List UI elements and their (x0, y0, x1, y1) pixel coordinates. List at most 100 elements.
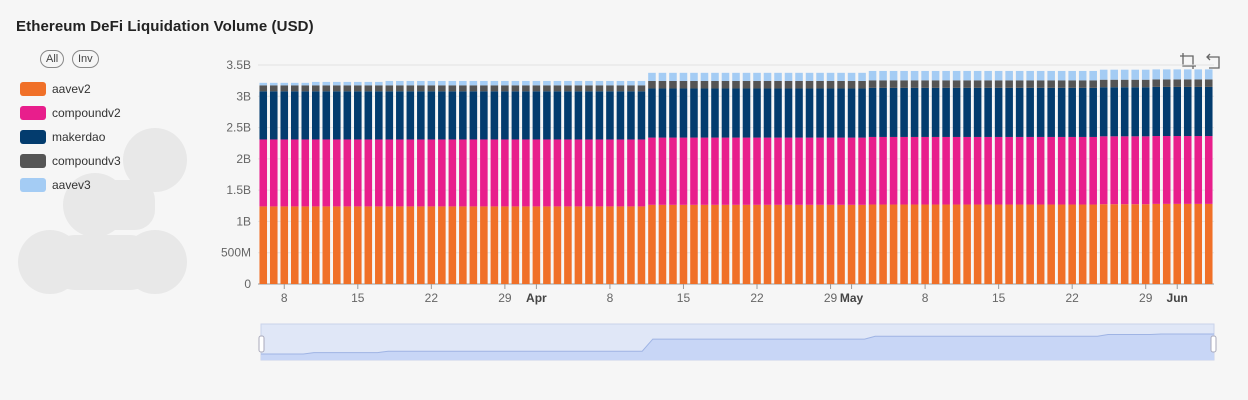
bar-segment-compoundv2 (417, 139, 425, 207)
bar-segment-compoundv3 (868, 80, 877, 88)
legend-item-compoundv2[interactable]: compoundv2 (20, 101, 121, 125)
bar-segment-compoundv3 (606, 85, 614, 92)
bar-segment-aavev3 (879, 70, 887, 81)
bar-segment-aavev2 (658, 204, 667, 284)
bar-segment-aavev2 (585, 206, 593, 284)
bar-segment-compoundv2 (501, 139, 509, 207)
bar-segment-aavev2 (1120, 204, 1129, 284)
zoom-handle-left[interactable] (258, 335, 265, 353)
bar-segment-aavev3 (627, 80, 635, 86)
bar-segment-aavev2 (1026, 204, 1034, 284)
bar-segment-aavev3 (1005, 70, 1013, 81)
bar-segment-makerdao (669, 88, 677, 138)
bar-segment-aavev3 (847, 72, 856, 81)
bar-segment-aavev2 (311, 206, 320, 284)
bar-segment-makerdao (952, 87, 961, 137)
legend-item-aavev3[interactable]: aavev3 (20, 173, 121, 197)
bar-segment-compoundv3 (1204, 79, 1213, 87)
bar-segment-compoundv3 (333, 85, 341, 92)
bar-segment-aavev2 (700, 204, 709, 284)
bar-segment-compoundv3 (543, 85, 551, 92)
bar-segment-compoundv3 (364, 85, 373, 92)
legend-label: aavev3 (52, 178, 91, 192)
bar-segment-compoundv3 (1078, 80, 1087, 88)
bar-segment-makerdao (679, 88, 688, 138)
legend-item-compoundv3[interactable]: compoundv3 (20, 149, 121, 173)
bar-segment-aavev3 (658, 72, 667, 81)
bar-segment-compoundv2 (343, 139, 352, 207)
bar-segment-aavev2 (648, 204, 656, 284)
legend-swatch (20, 178, 46, 192)
bar-segment-compoundv2 (280, 139, 289, 207)
bar-segment-compoundv2 (952, 136, 961, 205)
legend-label: makerdao (52, 130, 106, 144)
bar-segment-makerdao (1099, 87, 1108, 137)
bar-segment-aavev2 (1005, 204, 1013, 284)
bar-segment-aavev3 (564, 80, 572, 86)
bar-segment-aavev2 (595, 206, 604, 284)
bar-segment-compoundv2 (543, 139, 551, 207)
legend-item-makerdao[interactable]: makerdao (20, 125, 121, 149)
bar-segment-aavev2 (994, 204, 1003, 284)
legend-label: compoundv3 (52, 154, 121, 168)
bar-segment-aavev2 (1047, 204, 1055, 284)
bar-segment-compoundv3 (1047, 80, 1055, 88)
bar-segment-makerdao (837, 88, 845, 138)
bar-segment-makerdao (637, 91, 646, 140)
bar-segment-compoundv2 (690, 137, 698, 205)
bar-segment-aavev2 (784, 204, 793, 284)
bar-segment-aavev2 (805, 204, 814, 284)
bar-segment-makerdao (805, 88, 814, 138)
legend-item-aavev2[interactable]: aavev2 (20, 77, 121, 101)
bar-segment-aavev3 (1183, 69, 1192, 80)
bar-segment-compoundv3 (742, 80, 751, 89)
bar-segment-makerdao (732, 88, 740, 138)
bar-segment-compoundv3 (1036, 80, 1045, 88)
bar-segment-makerdao (290, 91, 299, 140)
bar-segment-compoundv3 (1089, 80, 1097, 88)
bar-segment-aavev3 (1152, 69, 1161, 80)
bar-segment-compoundv2 (459, 139, 467, 207)
invert-selection-button[interactable]: Inv (72, 50, 99, 68)
bar-segment-compoundv3 (774, 80, 782, 89)
bar-segment-aavev2 (1015, 204, 1024, 284)
bar-segment-compoundv2 (1015, 136, 1024, 205)
bar-segment-compoundv2 (732, 137, 740, 205)
bar-segment-compoundv2 (868, 136, 877, 205)
bar-segment-makerdao (1131, 87, 1139, 137)
bar-segment-aavev3 (459, 80, 467, 86)
zoom-restore-icon[interactable] (1205, 52, 1223, 70)
bar-segment-aavev3 (816, 72, 824, 81)
bar-segment-makerdao (690, 88, 698, 138)
x-tick-label: 8 (281, 291, 288, 305)
bar-segment-makerdao (333, 91, 341, 140)
bar-segment-compoundv3 (280, 85, 289, 92)
bar-segment-aavev3 (448, 80, 457, 86)
bar-segment-aavev2 (469, 206, 478, 284)
bar-segment-aavev3 (973, 70, 982, 81)
bar-segment-aavev3 (690, 72, 698, 81)
bar-segment-aavev2 (354, 206, 362, 284)
bar-segment-aavev3 (1141, 69, 1150, 80)
bar-segment-compoundv2 (774, 137, 782, 205)
bar-segment-compoundv3 (973, 80, 982, 88)
bar-segment-aavev2 (1162, 203, 1171, 284)
bar-segment-aavev3 (311, 81, 320, 86)
bar-segment-compoundv2 (1089, 136, 1097, 205)
bar-segment-aavev2 (1183, 203, 1192, 284)
bar-segment-makerdao (511, 91, 520, 140)
bar-segment-aavev2 (690, 204, 698, 284)
legend-swatch (20, 106, 46, 120)
select-all-button[interactable]: All (40, 50, 65, 68)
bar-segment-compoundv3 (826, 80, 835, 89)
bar-segment-compoundv2 (1078, 136, 1087, 205)
bar-segment-makerdao (994, 87, 1003, 137)
zoom-handle-right[interactable] (1210, 335, 1217, 353)
bar-segment-aavev3 (784, 72, 793, 81)
bar-segment-aavev2 (679, 204, 688, 284)
bar-segment-aavev3 (963, 70, 971, 81)
bar-segment-makerdao (973, 87, 982, 137)
bar-segment-compoundv2 (679, 137, 688, 205)
bar-segment-aavev3 (837, 72, 845, 81)
bar-segment-compoundv3 (700, 80, 709, 89)
